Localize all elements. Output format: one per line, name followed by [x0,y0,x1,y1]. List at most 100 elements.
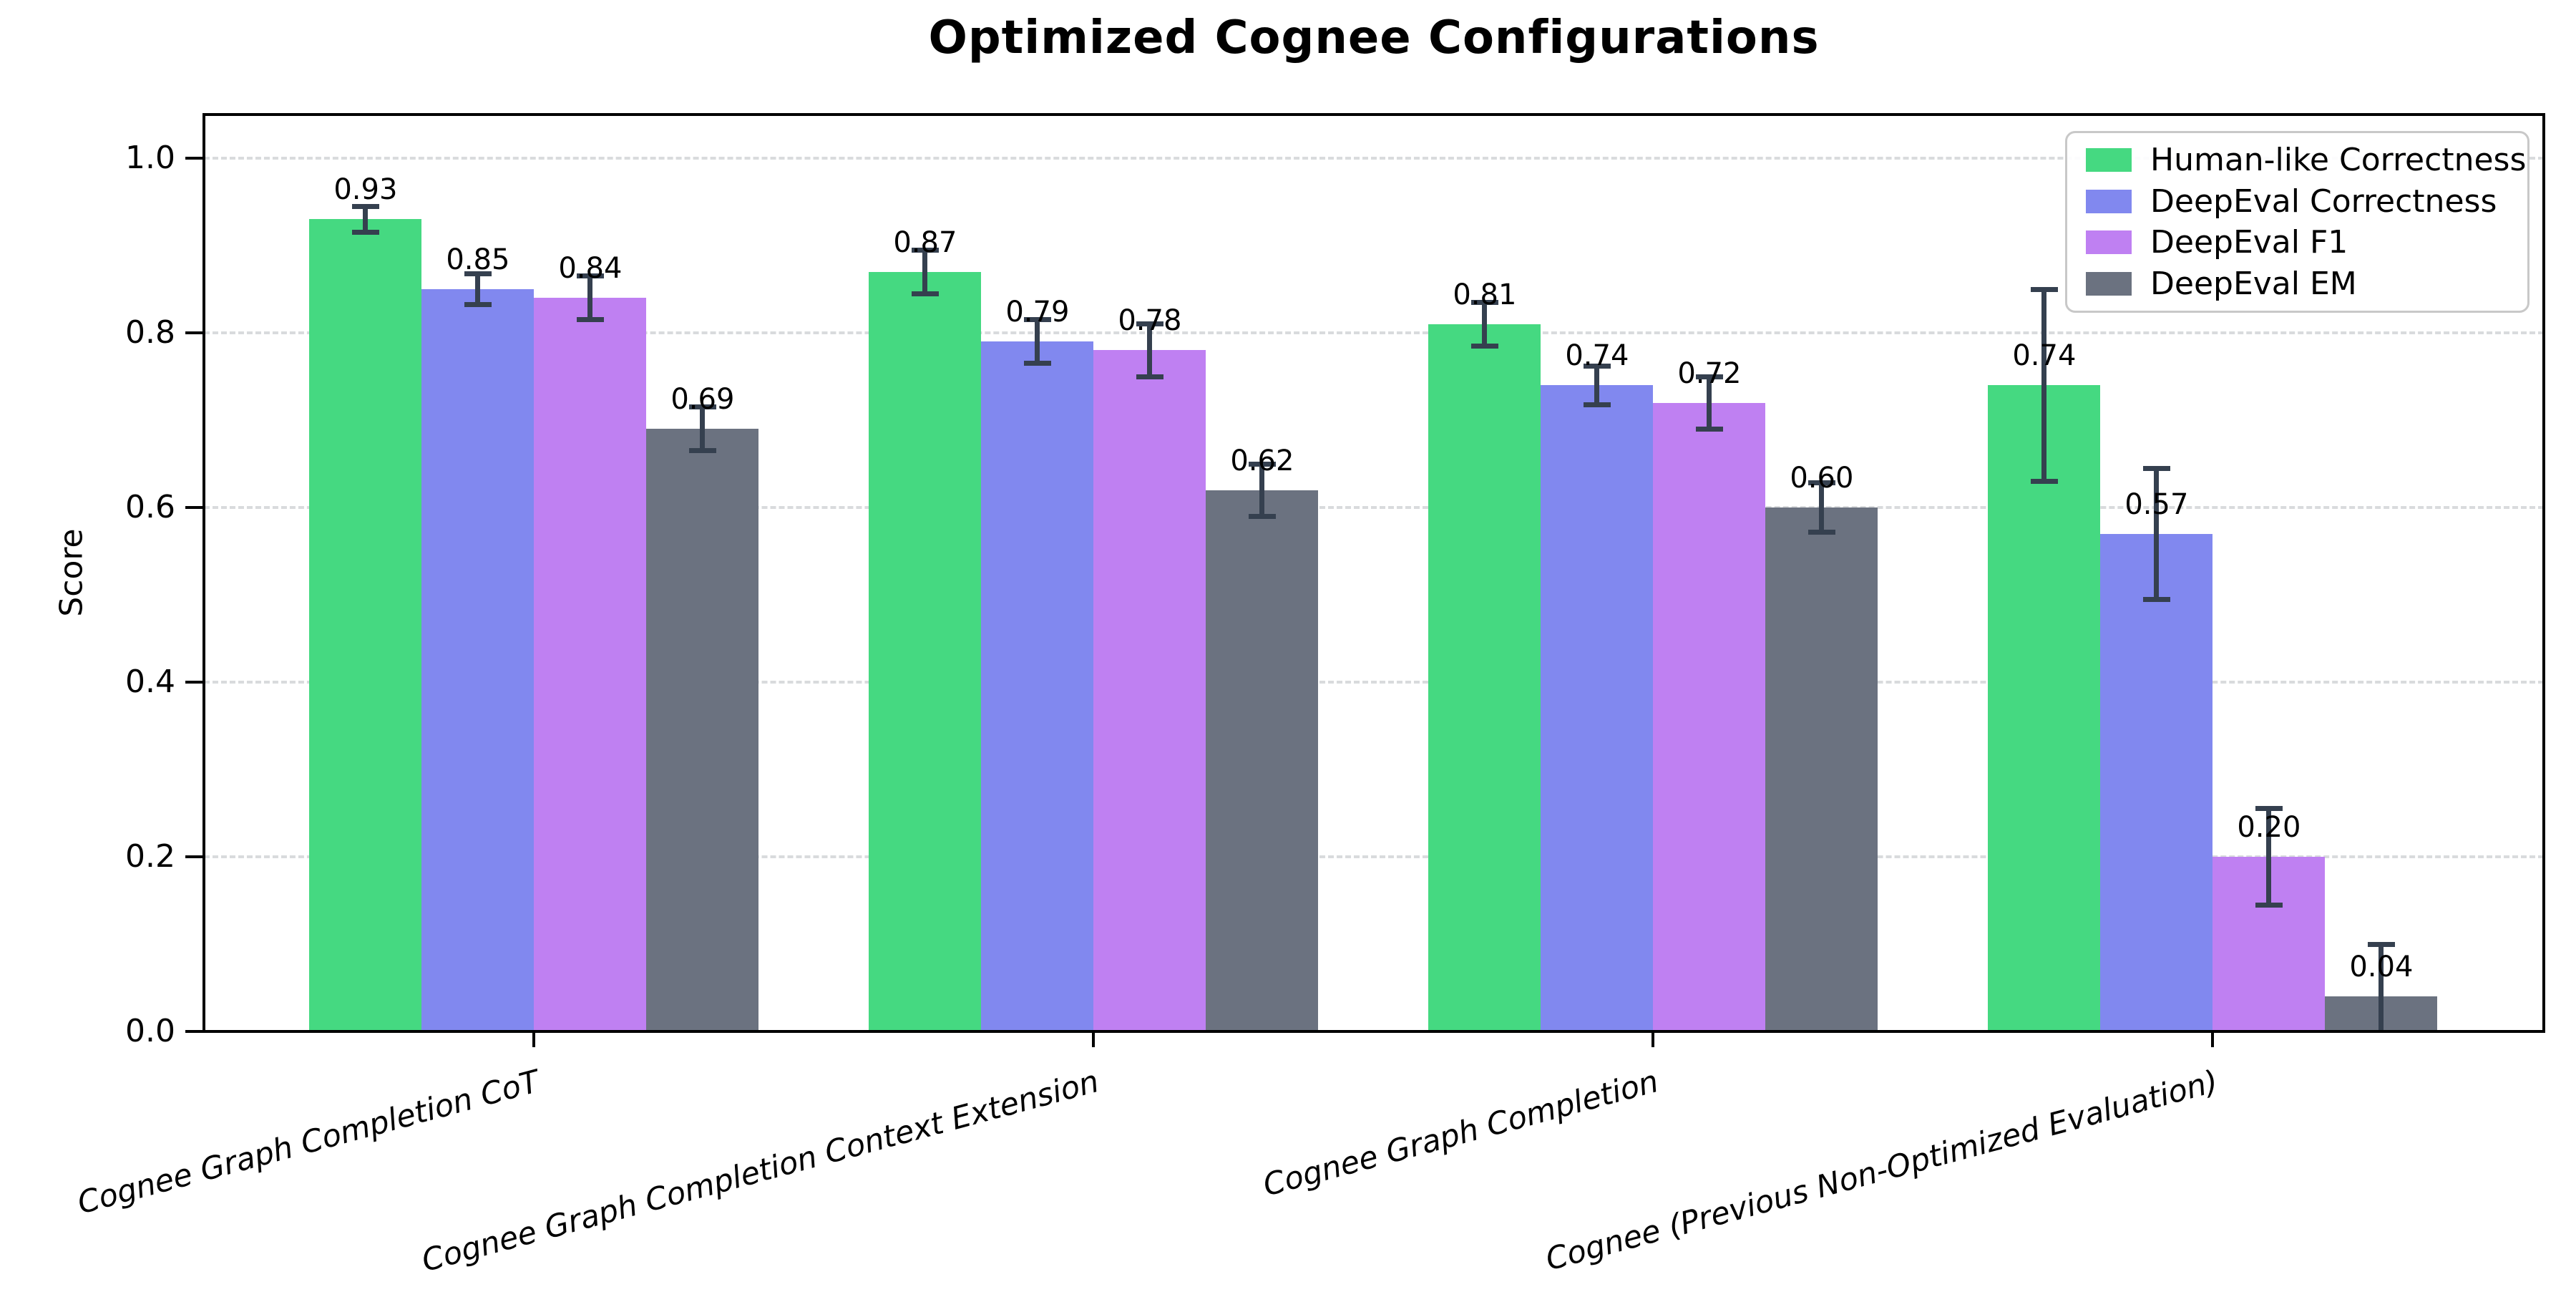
error-bar-line [1482,302,1488,346]
y-tick-label: 0.8 [125,314,175,351]
plot-area-border [203,113,2545,1033]
bar [1428,324,1541,1031]
y-tick-label: 0.4 [125,664,175,700]
error-bar-cap-top [1248,461,1276,467]
legend-item: Human-like Correctness [2067,142,2527,178]
legend-swatch [2086,189,2132,213]
bar-value-label: 0.74 [1565,339,1629,373]
bar-value-label: 0.78 [1118,304,1182,338]
error-bar-line [2266,808,2272,905]
error-bar-line [475,273,481,305]
y-tick-label: 0.6 [125,489,175,525]
legend-label: Human-like Correctness [2150,142,2527,179]
error-bar-cap-bottom [1807,529,1835,535]
bar-value-label: 0.20 [2237,811,2301,844]
bar-value-label: 0.57 [2124,487,2189,521]
x-tick-mark [532,1031,536,1047]
error-bar-cap-top [1023,317,1051,323]
error-bar-line [700,407,706,451]
legend-swatch [2086,271,2132,296]
error-bar-cap-top [1470,299,1498,305]
gridline [204,681,2544,684]
legend-swatch [2086,230,2132,255]
error-bar-line [1147,324,1153,376]
error-bar-cap-top [2030,286,2058,292]
error-bar-line [1819,482,1825,533]
error-bar-cap-bottom [1136,374,1163,379]
error-bar-line [922,250,928,294]
error-bar-cap-top [576,273,604,279]
legend: Human-like Correctness DeepEval Correctne… [2065,131,2529,313]
error-bar-cap-top [464,271,492,276]
error-bar-cap-top [688,404,716,410]
error-bar-cap-top [1136,321,1163,327]
bar-value-label: 0.72 [1677,356,1742,390]
bar [869,271,982,1031]
x-tick-mark [1092,1031,1096,1047]
error-bar-line [2041,289,2047,482]
y-tick-label: 0.2 [125,838,175,875]
y-tick-mark [185,506,204,509]
legend-item: DeepEval Correctness [2067,183,2527,220]
x-tick-mark [2211,1031,2215,1047]
bar [2100,533,2213,1031]
bar-value-label: 0.60 [1790,462,1854,495]
bar-value-label: 0.84 [558,252,623,286]
bar [1541,385,1654,1031]
error-bar-cap-top [2367,941,2395,947]
error-bar-line [363,206,369,233]
gridline [204,331,2544,334]
legend-item: DeepEval EM [2067,266,2527,302]
error-bar-cap-top [911,247,939,253]
error-bar-line [1707,376,1712,429]
error-bar-cap-bottom [1023,361,1051,366]
y-axis-label: Score [53,528,90,617]
error-bar-cap-bottom [2255,902,2283,908]
legend-swatch [2086,148,2132,173]
y-tick-mark [185,1030,204,1033]
chart-title: Optimized Cognee Configurations [928,11,1820,64]
error-bar-line [2154,468,2160,600]
y-tick-mark [185,157,204,160]
bar [1765,507,1878,1031]
error-bar-line [1259,464,1265,517]
error-bar-cap-bottom [576,317,604,323]
error-bar-cap-top [2255,806,2283,812]
bar-value-label: 0.85 [446,243,510,276]
y-tick-label: 0.0 [125,1013,175,1049]
error-bar-cap-bottom [464,302,492,308]
error-bar-line [1594,366,1600,405]
error-bar-cap-bottom [351,230,379,235]
bar-value-label: 0.79 [1005,296,1070,329]
error-bar-cap-bottom [911,291,939,296]
error-bar-cap-top [1583,363,1611,369]
error-bar-cap-bottom [2142,596,2170,602]
bar-value-label: 0.74 [2012,339,2077,373]
bar [646,429,759,1031]
bar [1093,350,1206,1031]
error-bar-line [587,276,593,320]
error-bar-cap-bottom [1695,426,1723,432]
y-tick-label: 1.0 [125,140,175,176]
y-tick-mark [185,855,204,858]
bar-value-label: 0.69 [670,383,735,417]
error-bar-cap-bottom [688,448,716,454]
bar [534,298,647,1031]
bar-value-label: 0.04 [2349,951,2414,984]
legend-label: DeepEval F1 [2150,224,2348,261]
bar [1653,402,1766,1031]
bar [1988,385,2101,1031]
bar [1206,490,1319,1031]
error-bar-cap-top [1695,374,1723,379]
bar [309,219,422,1031]
error-bar-line [2379,944,2384,1031]
error-bar-cap-top [1807,480,1835,486]
y-tick-mark [185,681,204,684]
legend-item: DeepEval F1 [2067,224,2527,261]
bar-value-label: 0.87 [893,225,957,259]
y-tick-mark [185,331,204,334]
error-bar-line [1035,319,1040,364]
x-tick-mark [1652,1031,1655,1047]
gridline [204,506,2544,509]
